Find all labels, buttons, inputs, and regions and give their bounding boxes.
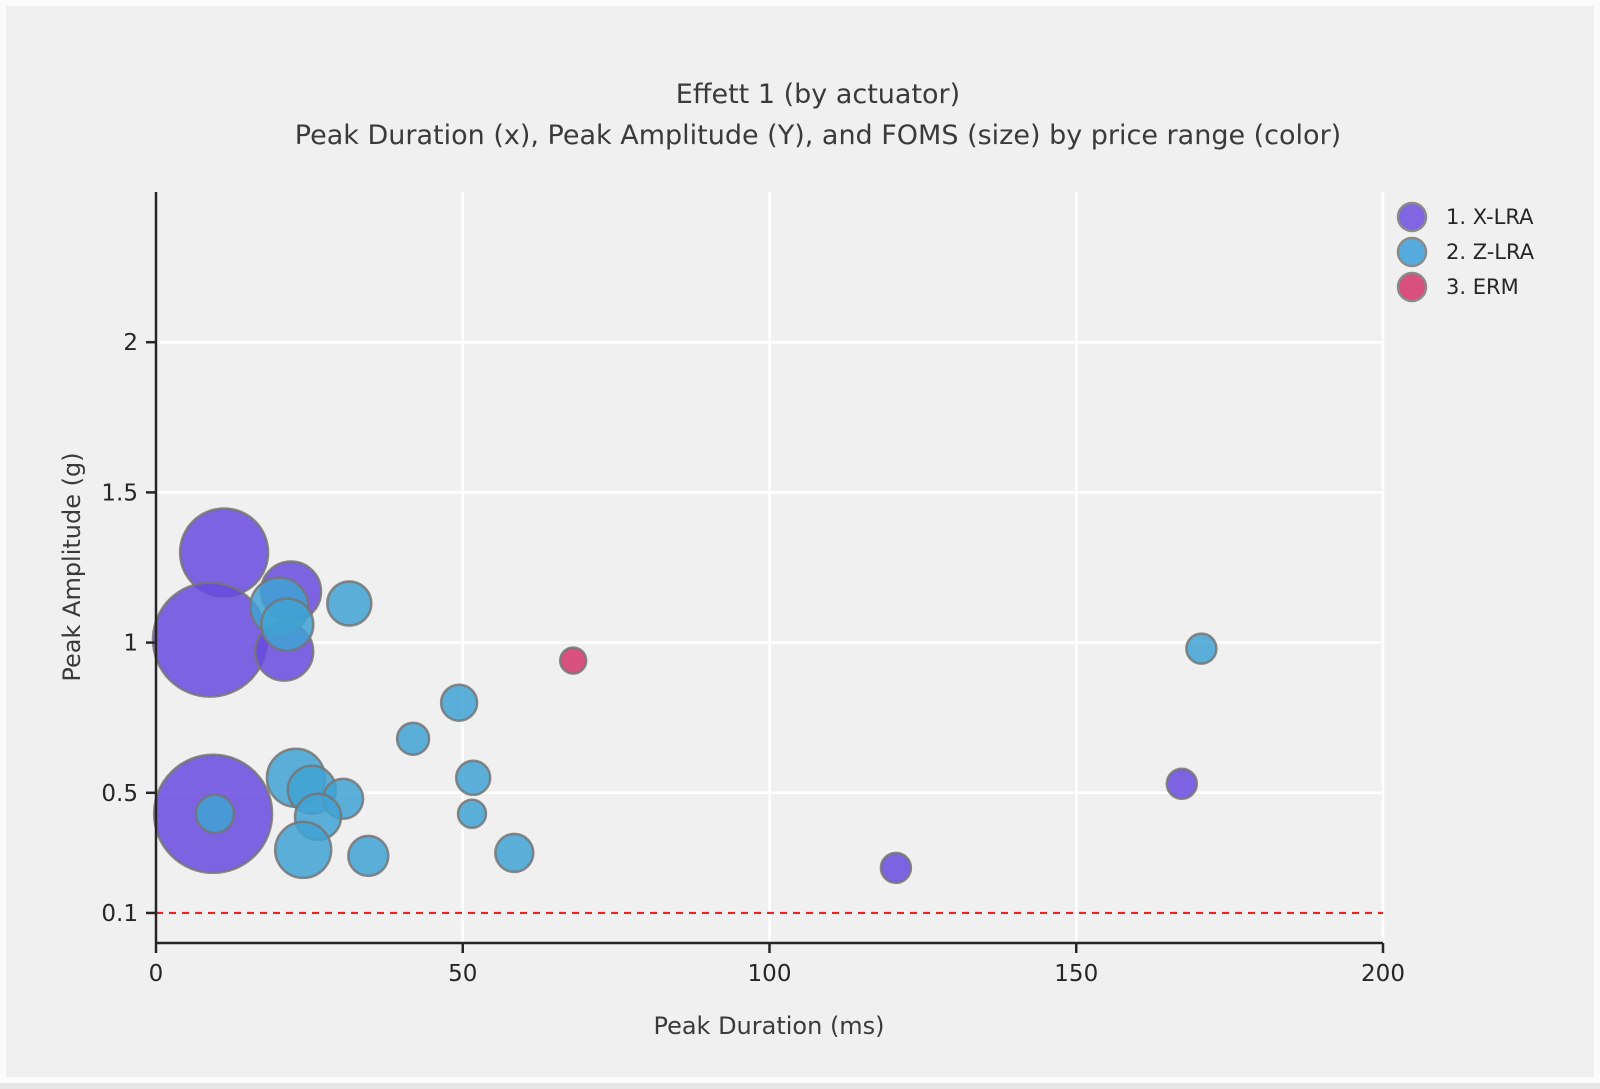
- bubble-series2-15[interactable]: [494, 832, 535, 874]
- bubble-series2-9[interactable]: [273, 820, 333, 880]
- bubble-series2-3[interactable]: [326, 580, 373, 627]
- x-axis-label: Peak Duration (ms): [653, 1012, 884, 1040]
- y-tick-label-0.5: 0.5: [101, 781, 138, 807]
- legend-marker-2: [1396, 236, 1428, 268]
- gridlines: [156, 192, 1385, 943]
- bubble-series3-1[interactable]: [558, 646, 588, 675]
- y-tick-label-1.5: 1.5: [101, 480, 138, 506]
- bubble-series2-12[interactable]: [439, 683, 479, 722]
- y-tick-label-1: 1: [123, 631, 138, 657]
- chart-subtitle: Peak Duration (x), Peak Amplitude (Y), a…: [295, 120, 1341, 151]
- x-tick-label-200: 200: [1361, 961, 1405, 987]
- bubbles: [151, 507, 1218, 885]
- bubble-series1-7[interactable]: [1165, 767, 1199, 801]
- legend: 1. X-LRA 2. Z-LRA 3. ERM: [1396, 201, 1535, 303]
- x-tick-label-150: 150: [1054, 961, 1098, 987]
- legend-marker-3: [1396, 271, 1428, 303]
- y-axis-label: Peak Amplitude (g): [58, 452, 86, 681]
- bubble-series2-16[interactable]: [1185, 632, 1218, 665]
- legend-marker-1: [1396, 201, 1428, 233]
- x-tick-label-100: 100: [748, 961, 792, 987]
- axis-ticks: 0 50 100 150 200 0.1 0.5 1 1.5 2: [101, 330, 1405, 987]
- bubble-series1-6[interactable]: [879, 851, 913, 885]
- bubble-series2-10[interactable]: [347, 834, 390, 878]
- bubble-series2-13[interactable]: [454, 759, 492, 797]
- y-tick-label-0.1: 0.1: [101, 901, 138, 927]
- bubble-series2-4[interactable]: [194, 793, 236, 835]
- chart-title: Effett 1 (by actuator): [676, 79, 960, 110]
- legend-label-1: 1. X-LRA: [1446, 205, 1534, 229]
- legend-label-3: 3. ERM: [1446, 275, 1519, 299]
- x-tick-label-50: 50: [448, 961, 477, 987]
- bubble-series2-2[interactable]: [260, 597, 315, 652]
- bubble-series2-14[interactable]: [456, 798, 488, 830]
- bubble-series2-11[interactable]: [395, 721, 431, 756]
- chart-canvas: 0 50 100 150 200 0.1 0.5 1 1.5 2 1. X-LRA 2. Z-LRA…: [58, 79, 1535, 1040]
- legend-label-2: 2. Z-LRA: [1446, 240, 1535, 264]
- x-tick-label-0: 0: [149, 961, 164, 987]
- y-tick-label-2: 2: [123, 330, 138, 356]
